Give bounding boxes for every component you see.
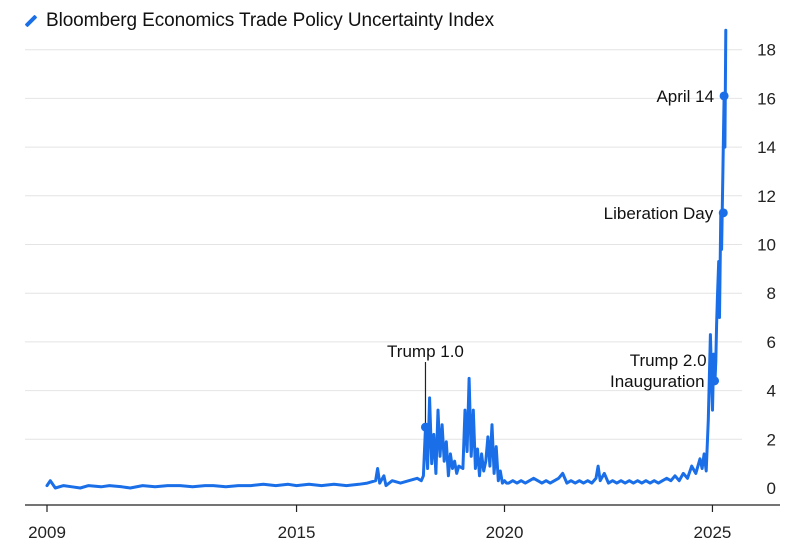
y-tick-label: 10: [757, 236, 776, 255]
annotation-label-trump-2: Trump 2.0: [630, 351, 707, 370]
y-axis: 0 2 4 6 8 10 12 14 16 18: [757, 41, 776, 498]
annotation-label: Liberation Day: [604, 204, 714, 223]
chart-legend: Bloomberg Economics Trade Policy Uncerta…: [24, 9, 494, 33]
x-tick-label: 2025: [694, 523, 732, 542]
annotations: Trump 1.0 Trump 2.0 Inauguration Liberation…: [387, 87, 729, 432]
annotation-label: April 14: [656, 87, 714, 106]
series-line-trade-policy-uncertainty: [45, 28, 728, 490]
annotation-label-trump-1: Trump 1.0: [387, 342, 464, 361]
series-group: [45, 28, 728, 490]
legend-label: Bloomberg Economics Trade Policy Uncerta…: [46, 10, 495, 31]
y-tick-label: 12: [757, 187, 776, 206]
y-tick-label: 0: [767, 479, 776, 498]
y-tick-label: 14: [757, 138, 776, 157]
annotation-marker-dot: [718, 208, 728, 218]
x-tick-label: 2020: [486, 523, 524, 542]
y-tick-label: 2: [767, 430, 776, 449]
gridlines: [25, 49, 742, 440]
y-tick-label: 4: [767, 382, 776, 401]
annotation-marker-dot: [719, 91, 729, 101]
y-tick-label: 16: [757, 89, 776, 108]
annotation-marker-dot: [710, 376, 720, 386]
y-tick-label: 6: [767, 333, 776, 352]
annotation-marker-dot: [420, 422, 430, 432]
x-tick-label: 2009: [28, 523, 66, 542]
x-tick-label: 2015: [278, 523, 316, 542]
y-tick-label: 18: [757, 41, 776, 60]
annotation-label-inauguration: Inauguration: [610, 372, 705, 391]
y-tick-label: 8: [767, 284, 776, 303]
x-axis: 2009 2015 2020 2025: [25, 504, 780, 542]
